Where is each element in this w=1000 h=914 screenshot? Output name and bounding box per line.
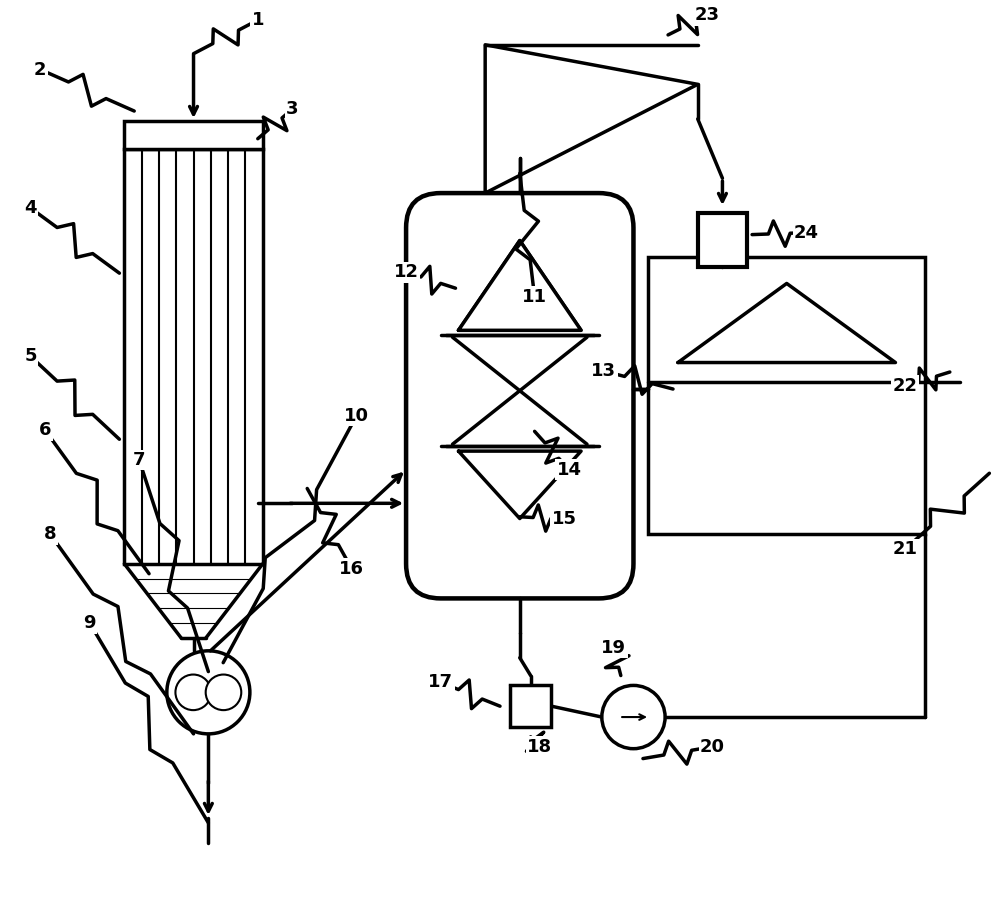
Text: 15: 15 (552, 510, 577, 528)
Polygon shape (458, 452, 581, 518)
Polygon shape (458, 240, 581, 330)
Bar (648, 258, 925, 534)
Text: 19: 19 (601, 639, 626, 657)
Bar (124, 149, 263, 564)
Text: 18: 18 (527, 738, 552, 756)
Circle shape (167, 651, 250, 734)
Bar (698, 213, 747, 267)
Text: 2: 2 (34, 60, 47, 79)
Text: 4: 4 (24, 199, 37, 217)
Text: 12: 12 (394, 263, 419, 282)
Text: 1: 1 (252, 11, 264, 29)
Text: 24: 24 (794, 224, 819, 241)
Text: 6: 6 (39, 421, 51, 440)
Text: 9: 9 (83, 614, 96, 632)
Bar (510, 686, 551, 727)
Circle shape (175, 675, 211, 710)
Circle shape (206, 675, 241, 710)
Polygon shape (485, 45, 698, 193)
Text: 16: 16 (339, 559, 364, 578)
FancyBboxPatch shape (406, 193, 633, 599)
Bar (124, 121, 263, 149)
Text: 17: 17 (428, 674, 453, 692)
Text: 11: 11 (522, 288, 547, 306)
Text: 22: 22 (893, 377, 918, 395)
Text: 3: 3 (286, 100, 299, 118)
Text: 13: 13 (591, 362, 616, 380)
Text: 20: 20 (700, 738, 725, 756)
Polygon shape (678, 283, 895, 363)
Text: 23: 23 (695, 6, 720, 24)
Text: 8: 8 (44, 526, 56, 543)
Text: 21: 21 (893, 540, 918, 558)
Text: 5: 5 (24, 347, 37, 366)
Text: 14: 14 (557, 461, 582, 479)
Text: 10: 10 (344, 407, 369, 424)
Text: 7: 7 (133, 451, 145, 469)
Circle shape (602, 686, 665, 749)
